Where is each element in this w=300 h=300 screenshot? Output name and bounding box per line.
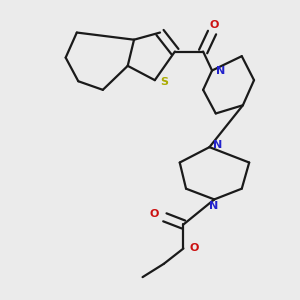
Text: O: O <box>189 244 199 254</box>
Text: N: N <box>213 140 222 150</box>
Text: O: O <box>209 20 219 30</box>
Text: N: N <box>208 201 218 211</box>
Text: O: O <box>150 209 159 219</box>
Text: S: S <box>160 77 168 87</box>
Text: N: N <box>216 65 225 76</box>
